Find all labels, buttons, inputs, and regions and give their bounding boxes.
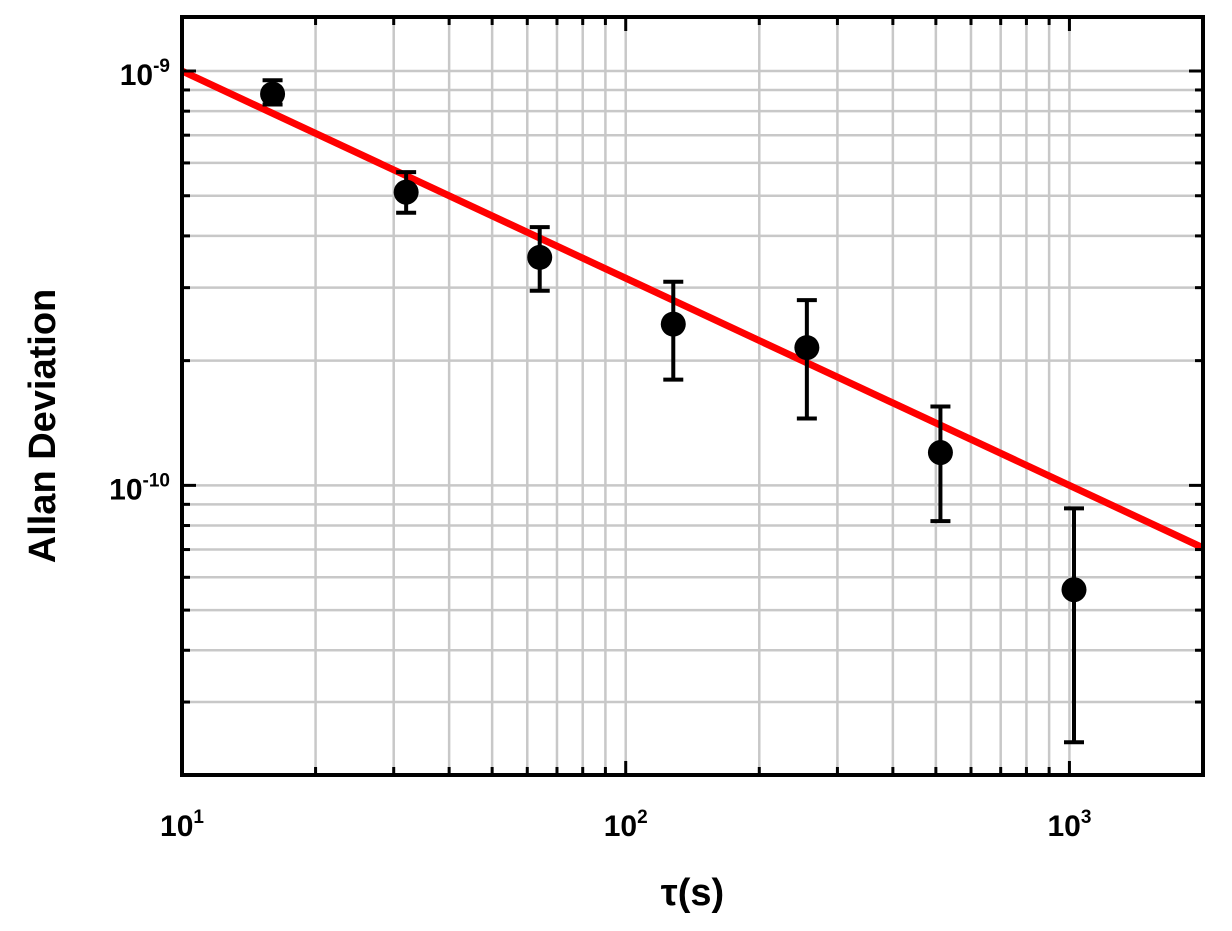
x-tick-label-exponent: 3 bbox=[1081, 807, 1092, 828]
x-tick-label: 103 bbox=[1047, 807, 1091, 843]
x-tick-label-base: 10 bbox=[1047, 810, 1080, 843]
plot-frame bbox=[180, 15, 1205, 777]
x-tick-label-exponent: 1 bbox=[193, 807, 204, 828]
data-points-layer bbox=[260, 78, 1087, 745]
data-marker bbox=[794, 335, 820, 361]
data-point-1 bbox=[260, 78, 286, 107]
grid-lines bbox=[180, 17, 1205, 777]
y-axis-title: Allan Deviation bbox=[22, 289, 64, 564]
x-tick-label: 101 bbox=[160, 807, 204, 843]
data-marker bbox=[660, 311, 686, 337]
y-tick-label-base: 10 bbox=[109, 473, 142, 506]
x-tick-label-base: 10 bbox=[160, 810, 193, 843]
y-tick-label: 10-9 bbox=[120, 56, 170, 92]
data-point-4 bbox=[660, 279, 686, 382]
x-tick-label-exponent: 2 bbox=[637, 807, 648, 828]
data-point-3 bbox=[527, 225, 553, 293]
data-point-6 bbox=[927, 404, 953, 524]
data-point-5 bbox=[794, 298, 820, 421]
axis-ticks bbox=[180, 17, 1205, 777]
fit-line bbox=[180, 67, 1205, 551]
x-axis-title: τ(s) bbox=[661, 872, 724, 914]
y-tick-label-exponent: -10 bbox=[143, 470, 170, 491]
data-marker bbox=[1061, 577, 1087, 603]
x-tick-label: 102 bbox=[604, 807, 648, 843]
data-marker bbox=[393, 179, 419, 205]
data-point-2 bbox=[393, 170, 419, 215]
y-tick-label: 10-10 bbox=[109, 470, 170, 506]
y-tick-label-base: 10 bbox=[120, 59, 153, 92]
data-marker bbox=[927, 440, 953, 466]
data-marker bbox=[260, 81, 286, 107]
y-tick-label-exponent: -9 bbox=[153, 56, 170, 77]
data-point-7 bbox=[1061, 506, 1087, 745]
data-marker bbox=[527, 244, 553, 270]
fit-line-layer bbox=[180, 67, 1205, 551]
x-tick-label-base: 10 bbox=[604, 810, 637, 843]
